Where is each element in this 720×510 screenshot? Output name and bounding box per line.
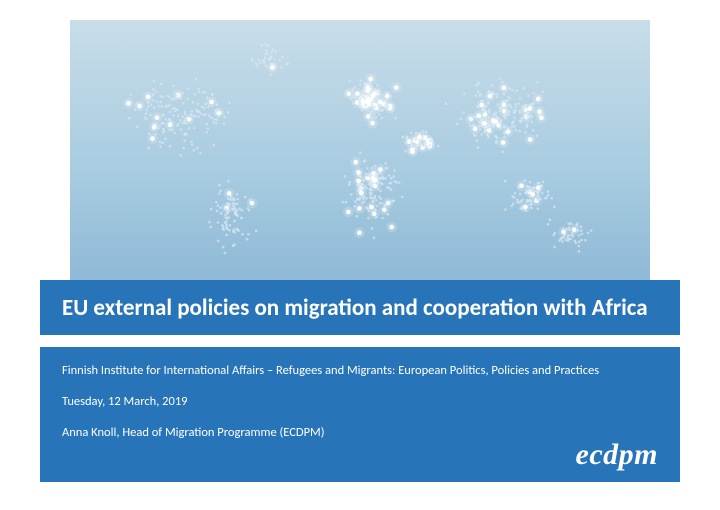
slide-title: EU external policies on migration and co… xyxy=(62,294,658,323)
slide: EU external policies on migration and co… xyxy=(0,0,720,510)
slide-date: Tuesday, 12 March, 2019 xyxy=(62,394,658,411)
info-panel: Finnish Institute for International Affa… xyxy=(40,347,680,482)
title-panel: EU external policies on migration and co… xyxy=(40,280,680,335)
slide-subtitle: Finnish Institute for International Affa… xyxy=(62,363,658,380)
world-dot-map xyxy=(70,20,650,280)
slide-author: Anna Knoll, Head of Migration Programme … xyxy=(62,425,658,442)
ecdpm-logo: ecdpm xyxy=(576,438,658,472)
